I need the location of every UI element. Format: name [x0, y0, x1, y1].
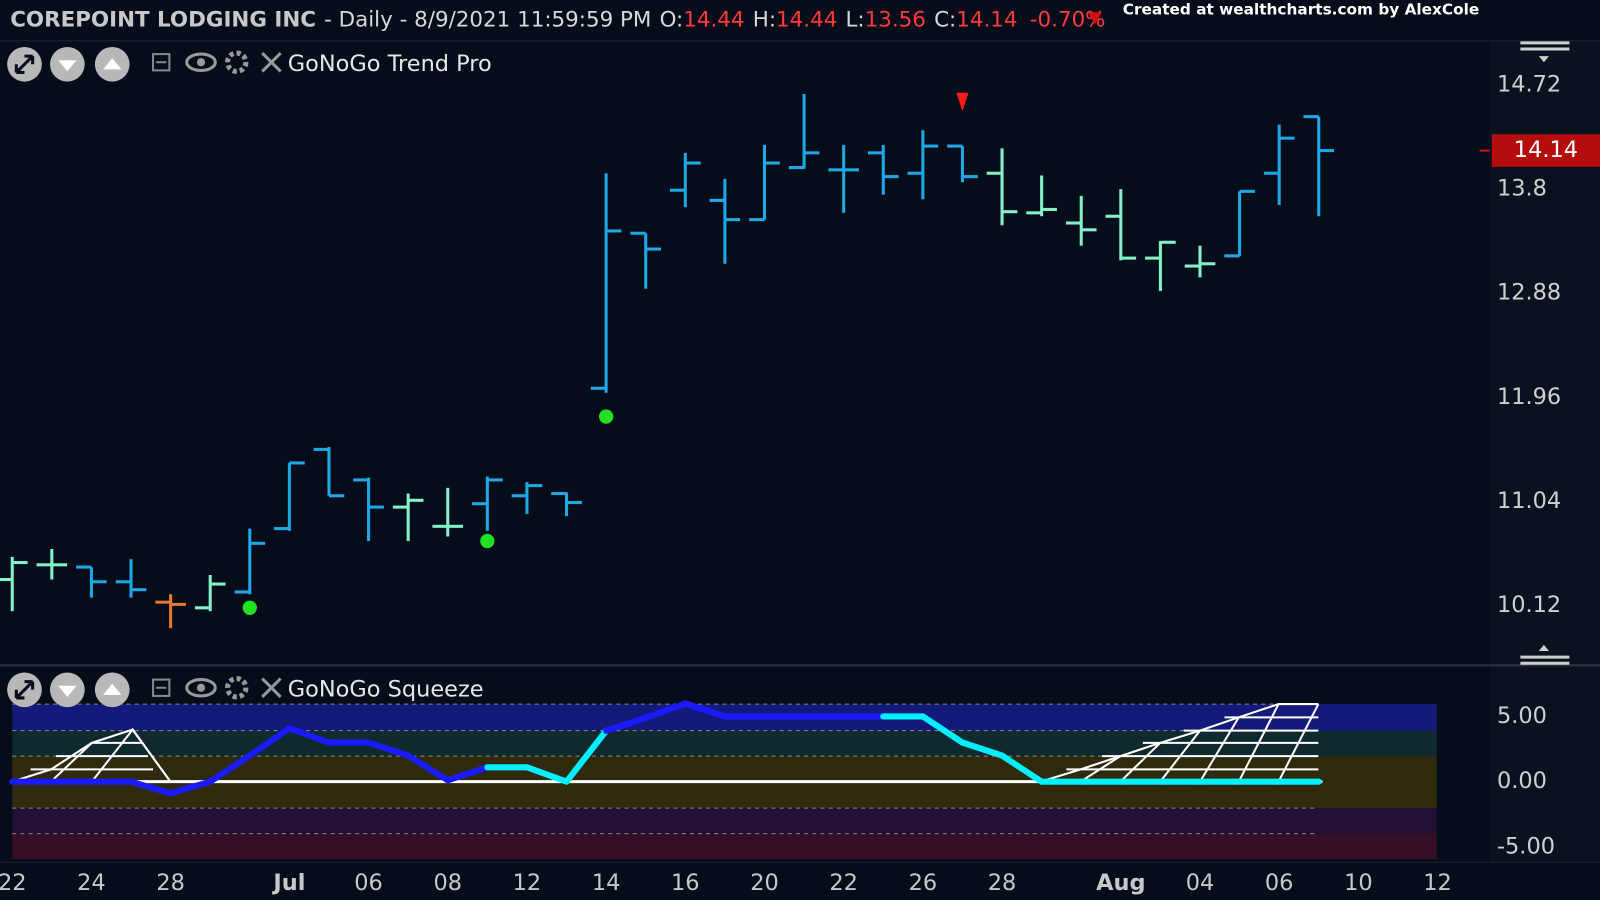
squeeze-segment [286, 725, 333, 746]
icon [103, 683, 122, 695]
squeeze-segment [563, 727, 610, 785]
visibility-button[interactable] [185, 52, 217, 72]
x-tick-label: 22 [829, 870, 858, 896]
remove-button[interactable] [261, 677, 282, 699]
x-tick-label: 14 [592, 870, 621, 896]
x-tick-label: 06 [354, 870, 383, 896]
icon [58, 60, 77, 72]
go-dot [598, 409, 614, 424]
squeeze-segment [246, 725, 293, 759]
x-tick-label: 26 [909, 870, 938, 896]
settings-button[interactable] [225, 50, 249, 74]
x-tick-label: 08 [433, 870, 462, 896]
x-tick-label: 12 [1423, 870, 1452, 896]
icon [14, 54, 35, 74]
squeeze-segment [959, 739, 1006, 759]
collapse-button[interactable] [152, 678, 171, 697]
y-tick-label: 10.12 [1497, 592, 1561, 618]
collapse-button[interactable] [152, 53, 171, 72]
visibility-button[interactable] [185, 678, 217, 698]
remove-button[interactable] [261, 51, 282, 73]
x-tick-label: 12 [513, 870, 542, 896]
squeeze-segment [642, 700, 689, 721]
x-tick-label: 20 [750, 870, 779, 896]
y-tick-label: 11.96 [1497, 384, 1561, 410]
band [12, 808, 1437, 834]
squeeze-segment [127, 778, 174, 797]
y-tick-label: 12.88 [1497, 280, 1561, 306]
mesh [1199, 716, 1240, 783]
high-value: 14.44 [776, 7, 837, 32]
x-tick-label: 06 [1265, 870, 1294, 896]
squeeze-segment [207, 752, 253, 785]
mesh [1277, 703, 1320, 783]
open-value: 14.44 [683, 7, 744, 32]
x-tick-label: 28 [156, 870, 185, 896]
subtitle: - Daily - 8/9/2021 11:59:59 PM [324, 7, 651, 32]
settings-button[interactable] [225, 676, 249, 700]
open-label: O: [660, 7, 684, 32]
y-tick-label: 5.00 [1497, 703, 1547, 729]
y-tick-label: -5.00 [1497, 833, 1555, 859]
icon [196, 58, 206, 67]
squeeze-segment [523, 764, 570, 785]
squeeze-mesh [11, 703, 1320, 783]
go-dot [480, 533, 495, 549]
mesh [1119, 742, 1161, 783]
credit: Created at wealthcharts.com by AlexCole [1123, 1, 1479, 19]
icon [58, 685, 77, 697]
x-tick-label: 24 [77, 870, 106, 896]
nogo-triangle [956, 92, 969, 112]
last-price-box [1491, 134, 1600, 167]
mesh [1159, 729, 1201, 783]
mesh [1237, 703, 1280, 783]
squeeze-segment [603, 714, 649, 734]
axis-background [1489, 40, 1600, 863]
icon [196, 683, 206, 692]
toolbar: GoNoGo Squeeze [7, 672, 484, 708]
panel-title: GoNoGo Trend Pro [288, 51, 492, 77]
squeeze-segment [919, 713, 966, 746]
handle-arrow [1538, 56, 1549, 63]
low-value: 13.56 [865, 7, 926, 32]
x-tick-label: 28 [988, 870, 1017, 896]
header: COREPOINT LODGING INC - Daily - 8/9/2021 … [10, 7, 1105, 32]
y-tick-label: 13.8 [1497, 176, 1547, 202]
y-tick-label: 11.04 [1497, 488, 1561, 514]
panel-handle[interactable] [1520, 41, 1570, 665]
icon [103, 58, 122, 70]
mesh [1040, 703, 1319, 783]
mesh [50, 742, 93, 783]
handle-arrow [1538, 644, 1549, 652]
panel-title: GoNoGo Squeeze [288, 676, 484, 702]
x-tick-label: 10 [1344, 870, 1373, 896]
go-dot [242, 600, 257, 615]
icon [14, 680, 35, 700]
band [12, 833, 1437, 860]
y-tick-label: 14.72 [1497, 71, 1561, 97]
squeeze-segment [167, 778, 214, 797]
toolbar: GoNoGo Trend Pro [7, 46, 492, 82]
close-label: C: [934, 7, 956, 32]
mesh [1080, 755, 1121, 783]
x-tick-label: 22 [0, 870, 27, 896]
y-tick-label: 0.00 [1497, 768, 1547, 794]
last-price: 14.14 [1514, 137, 1578, 163]
squeeze-segment [682, 700, 728, 720]
symbol: COREPOINT LODGING INC [10, 7, 316, 32]
squeeze-segment [998, 752, 1045, 785]
squeeze-segment [444, 764, 491, 784]
x-tick-label: 04 [1186, 870, 1215, 896]
x-tick-label: Jul [271, 870, 305, 896]
squeeze-segment [365, 739, 412, 759]
squeeze-segment [405, 752, 451, 784]
low-label: L: [845, 7, 864, 32]
x-tick-label: Aug [1096, 870, 1145, 896]
x-tick-label: 16 [671, 870, 700, 896]
high-label: H: [753, 7, 776, 32]
mesh [91, 727, 172, 783]
close-value: 14.14 [956, 7, 1017, 32]
down-arrow [1087, 12, 1103, 25]
